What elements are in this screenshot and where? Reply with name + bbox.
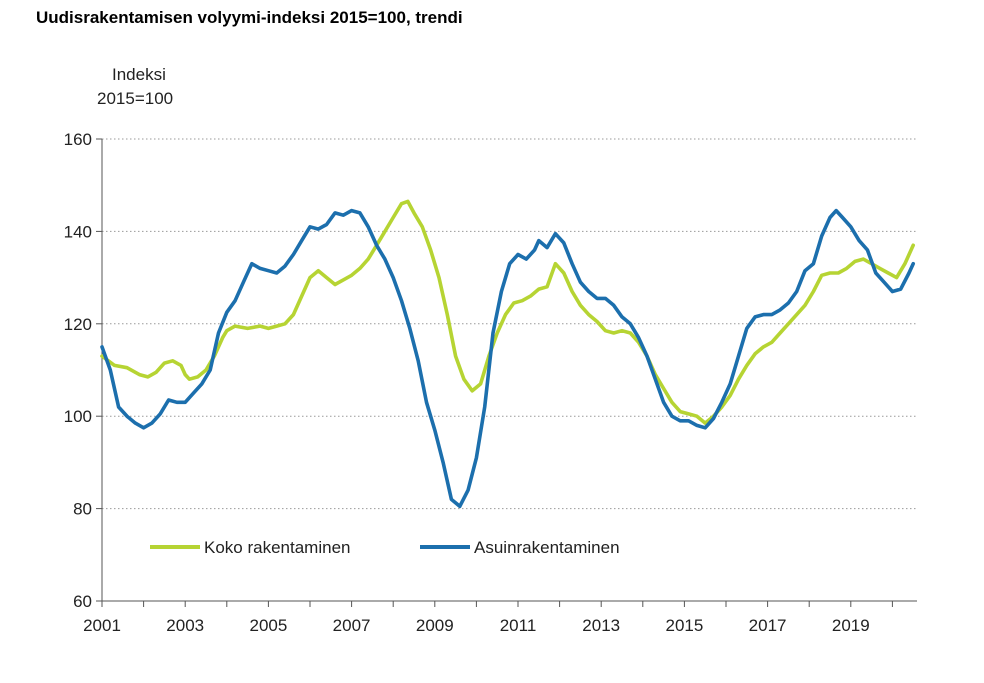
y-tick-label-100: 100 (64, 407, 92, 426)
y-axis-label-line-1: Indeksi (112, 65, 166, 84)
x-tick-labels: 2001 2003 2005 2007 2009 2011 2013 2015 2017 2019 (83, 616, 870, 635)
legend-label-1: Koko rakentaminen (204, 538, 350, 557)
x-tick-label-2009: 2009 (416, 616, 454, 635)
x-tick-label-2003: 2003 (166, 616, 204, 635)
series-lines (100, 199, 915, 509)
y-tick-labels: 60 80 100 120 140 160 (64, 130, 92, 611)
x-tick-label-2001: 2001 (83, 616, 121, 635)
legend-label-2: Asuinrakentaminen (474, 538, 620, 557)
y-tick-label-80: 80 (73, 500, 92, 519)
x-tick-label-2011: 2011 (500, 616, 537, 635)
axes (96, 138, 917, 607)
series-line-2 (100, 208, 915, 509)
series-line-1 (100, 199, 915, 425)
y-tick-label-60: 60 (73, 592, 92, 611)
y-tick-label-140: 140 (64, 222, 92, 241)
y-tick-label-160: 160 (64, 130, 92, 149)
x-tick-label-2005: 2005 (249, 616, 287, 635)
y-axis-label-line-2: 2015=100 (97, 89, 173, 108)
x-tick-label-2015: 2015 (665, 616, 703, 635)
y-tick-label-120: 120 (64, 315, 92, 334)
x-tick-label-2019: 2019 (832, 616, 870, 635)
legend: Koko rakentaminen Asuinrakentaminen (150, 538, 620, 557)
chart-title: Uudisrakentamisen volyymi-indeksi 2015=1… (36, 8, 463, 27)
x-tick-label-2013: 2013 (582, 616, 620, 635)
x-tick-label-2017: 2017 (749, 616, 787, 635)
gridlines (102, 138, 917, 510)
x-tick-label-2007: 2007 (333, 616, 371, 635)
